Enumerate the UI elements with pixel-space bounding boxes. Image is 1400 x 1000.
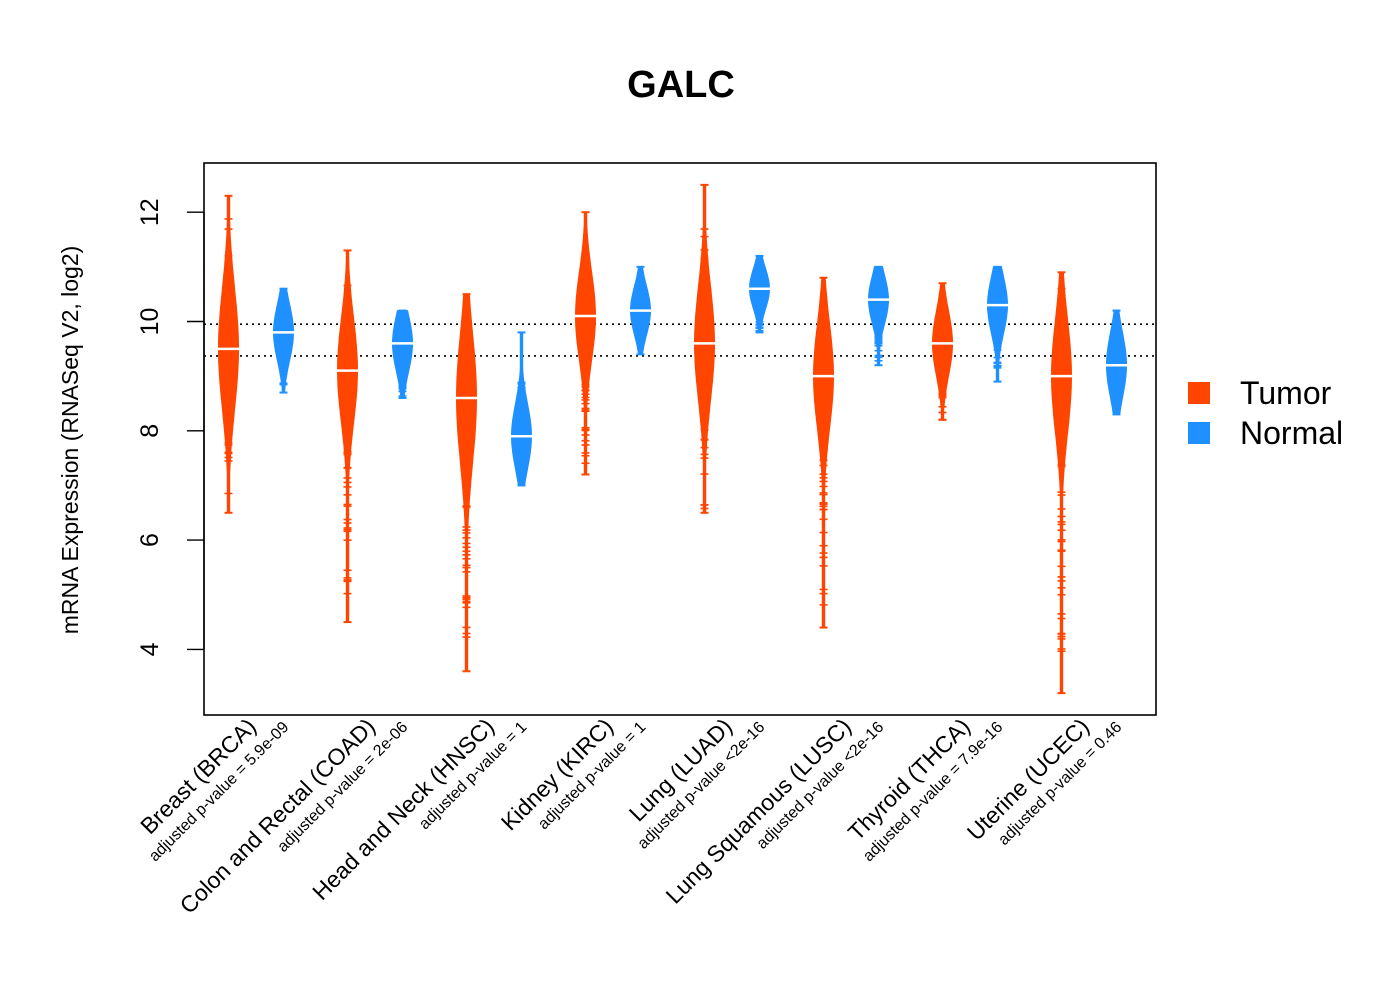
bean-normal-1	[390, 309, 415, 400]
bean-tumor-7	[1049, 271, 1074, 695]
bean-tumor-5	[811, 276, 836, 629]
bean-normal-2	[509, 331, 534, 487]
legend-label-normal: Normal	[1240, 415, 1343, 451]
bean-normal-6	[985, 265, 1010, 383]
y-axis: 4 6 8 10 12	[136, 198, 205, 656]
bean-normal-0	[271, 287, 296, 394]
y-tick-label-10: 10	[136, 308, 164, 336]
bean-shape	[932, 282, 953, 421]
legend: Tumor Normal	[1188, 375, 1343, 451]
bean-shape	[1050, 271, 1073, 694]
bean-normal-4	[747, 254, 772, 334]
legend-label-tumor: Tumor	[1240, 375, 1332, 411]
x-axis-labels: Breast (BRCA)adjusted p-value = 5.9e-09C…	[135, 713, 1125, 918]
bean-normal-7	[1104, 309, 1129, 416]
y-axis-label: mRNA Expression (RNASeq V2, log2)	[57, 246, 83, 635]
bean-tumor-0	[216, 194, 241, 514]
y-tick-label-4: 4	[136, 642, 164, 656]
bean-shape	[1106, 310, 1127, 415]
bean-shape	[987, 266, 1008, 383]
bean-tumor-6	[930, 282, 955, 421]
bean-tumor-1	[335, 249, 360, 624]
bean-shape	[218, 195, 239, 514]
y-tick-label-12: 12	[136, 198, 164, 226]
y-tick-label-8: 8	[136, 424, 164, 438]
beans	[216, 183, 1129, 695]
y-tick-label-6: 6	[136, 533, 164, 547]
bean-shape	[455, 293, 478, 672]
bean-normal-5	[866, 265, 891, 367]
legend-swatch-tumor	[1188, 382, 1210, 404]
bean-tumor-2	[454, 293, 479, 673]
bean-tumor-3	[573, 211, 598, 476]
bean-normal-3	[628, 265, 653, 356]
bean-tumor-4	[692, 183, 717, 514]
legend-swatch-normal	[1188, 422, 1210, 444]
chart-title: GALC	[627, 64, 735, 106]
